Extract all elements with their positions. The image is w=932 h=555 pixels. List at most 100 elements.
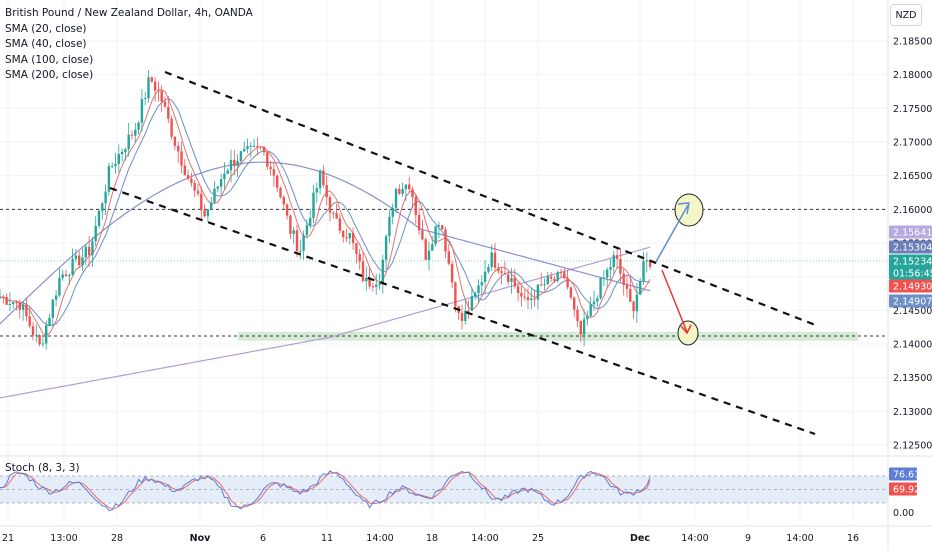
candle-body (625, 284, 629, 289)
arrow-down-head (680, 324, 692, 335)
sma-lines (0, 88, 651, 399)
arrow-up-head (677, 202, 690, 215)
candle-body (424, 239, 427, 260)
candle-body (163, 101, 167, 107)
candle-body (226, 170, 229, 174)
candle-body (229, 159, 233, 171)
indicator-sma100[interactable]: SMA (100, close) (5, 53, 94, 66)
candle-body (510, 277, 513, 282)
candle-body (526, 297, 530, 301)
candle-body (325, 185, 328, 198)
candle-body (262, 147, 266, 153)
candle-body (615, 255, 619, 259)
symbol-title[interactable]: British Pound / New Zealand Dollar, 4h, … (5, 7, 253, 19)
candle-body (566, 278, 569, 288)
time-tick-label: Nov (190, 533, 211, 544)
candles (0, 70, 652, 350)
candle-body (48, 317, 51, 326)
candle-body (635, 294, 639, 312)
candle-body (236, 161, 239, 167)
candle-body (467, 310, 470, 312)
price-tag-bg (889, 240, 932, 254)
candle-body (252, 145, 256, 147)
candle-body (180, 151, 183, 166)
candle-body (120, 151, 124, 155)
candle-body (421, 230, 424, 240)
candle-body (246, 146, 249, 149)
candle-body (285, 204, 289, 216)
candle-body (490, 252, 493, 268)
candle-body (259, 146, 262, 148)
candle-body (219, 179, 223, 187)
candle-body (183, 165, 186, 176)
candle-body (582, 319, 586, 335)
candle-body (404, 184, 408, 190)
candle-body (292, 230, 295, 234)
candle-body (295, 230, 299, 251)
candle-body (450, 263, 454, 283)
candle-body (315, 188, 318, 193)
candle-body (213, 188, 216, 203)
candle-body (0, 297, 2, 299)
price-tick-label: 2.14000 (893, 340, 932, 351)
candle-body (497, 267, 500, 272)
candle-body (101, 203, 104, 211)
candle-body (28, 316, 31, 327)
candle-body (302, 235, 305, 251)
indicator-sma40[interactable]: SMA (40, close) (5, 38, 87, 50)
sma100-line (0, 161, 651, 325)
sma20-line (0, 88, 651, 336)
time-tick-label: 14:00 (471, 533, 498, 544)
candle-body (573, 297, 576, 310)
candle-body (470, 296, 474, 311)
candle-body (513, 277, 516, 287)
candle-body (483, 271, 487, 283)
candle-body (351, 233, 355, 244)
candle-body (203, 210, 206, 217)
candle-body (107, 166, 111, 192)
candle-body (408, 184, 411, 190)
candle-body (361, 261, 365, 282)
candle-body (309, 218, 312, 226)
candle-body (414, 196, 417, 216)
candle-body (417, 215, 421, 231)
candle-body (94, 225, 97, 242)
price-tag-1: 2.15304 (893, 243, 932, 254)
candle-body (193, 182, 196, 191)
currency-button[interactable]: NZD (890, 4, 922, 26)
price-axis: 2.18500 2.18000 2.17500 2.17000 2.16500 2.160… (889, 37, 932, 452)
candle-body (629, 288, 632, 302)
price-tick-label: 2.13500 (893, 373, 932, 384)
price-tick-label: 2.17000 (893, 138, 932, 149)
candle-body (5, 297, 8, 305)
candle-body (186, 175, 190, 179)
candle-body (516, 286, 520, 294)
candle-body (269, 166, 272, 170)
candle-body (338, 218, 342, 231)
stoch-legend[interactable]: Stoch (8, 3, 3) (5, 462, 80, 474)
indicator-sma200[interactable]: SMA (200, close) (5, 69, 94, 81)
candle-body (411, 189, 414, 197)
candle-body (464, 310, 467, 321)
candle-body (444, 229, 447, 252)
candle-body (84, 246, 87, 258)
candle-body (378, 284, 381, 286)
price-tag-bg (889, 254, 932, 268)
candle-body (173, 136, 177, 146)
candle-body (276, 175, 279, 188)
candle-body (533, 298, 536, 300)
candle-body (157, 90, 160, 92)
candle-body (487, 267, 490, 272)
time-tick-label: Dec (630, 533, 650, 544)
indicator-sma20[interactable]: SMA (20, close) (5, 22, 87, 35)
candle-body (31, 326, 35, 336)
price-tick-label: 2.18000 (893, 70, 932, 81)
candle-body (272, 169, 276, 176)
candle-body (61, 274, 64, 278)
price-tag-5: 2.14907 (893, 297, 932, 308)
price-tick-label: 2.14500 (893, 306, 932, 317)
candle-body (318, 170, 322, 189)
candle-body (54, 295, 58, 300)
